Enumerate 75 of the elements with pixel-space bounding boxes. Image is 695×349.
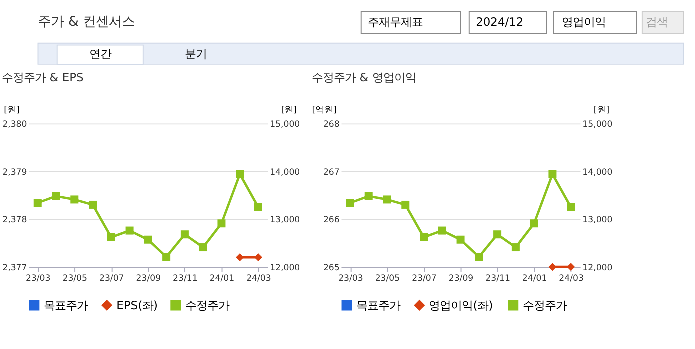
x-tick-label: 23/09 — [448, 274, 474, 284]
point — [126, 226, 134, 235]
y2-axis-title: [원] — [594, 106, 610, 116]
point — [438, 226, 446, 235]
x-tick-label: 23/05 — [62, 274, 88, 284]
legend-label: 수정주가 — [185, 298, 230, 312]
x-tick-label: 24/03 — [246, 274, 272, 284]
text: 분기 — [184, 46, 207, 61]
legend-label: 목표주가 — [356, 298, 401, 312]
point — [107, 233, 116, 242]
point — [236, 170, 244, 178]
point — [364, 192, 373, 200]
point — [402, 200, 410, 209]
x-tick-label: 23/03 — [26, 274, 51, 284]
y-tick-label: 2,377 — [2, 263, 28, 274]
point — [530, 220, 538, 228]
point — [199, 244, 208, 252]
x-tick-label: 24/01 — [522, 274, 548, 284]
point — [346, 199, 354, 208]
y-tick-label: 2,378 — [2, 216, 28, 226]
legend-label: EPS(좌) — [116, 298, 158, 312]
y2-tick-label: 14,000 — [582, 168, 613, 178]
point — [162, 253, 171, 262]
y2-axis-title: [원] — [281, 106, 298, 116]
y-tick-label: 265 — [323, 263, 340, 274]
point — [180, 230, 189, 239]
text: 2024/12 — [476, 15, 524, 30]
chart-title: 수정주가 & 영업이익 — [312, 70, 416, 85]
y2-tick-label: 12,000 — [270, 263, 300, 274]
x-tick-label: 23/07 — [99, 274, 124, 284]
point — [475, 253, 484, 262]
point — [420, 233, 428, 242]
y-tick-label: 267 — [323, 168, 340, 178]
y2-tick-label: 13,000 — [270, 216, 300, 226]
y-tick-label: 266 — [323, 216, 340, 226]
x-tick-label: 23/03 — [338, 274, 364, 284]
y2-tick-label: 14,000 — [270, 168, 300, 178]
x-tick-label: 23/05 — [375, 274, 400, 284]
point — [567, 203, 576, 212]
legend-label: 수정주가 — [522, 298, 567, 312]
text: 연간 — [89, 46, 112, 61]
x-tick-label: 24/01 — [210, 274, 235, 284]
legend-label: 목표주가 — [44, 298, 88, 312]
x-tick-label: 23/11 — [173, 274, 198, 284]
x-tick-label: 23/09 — [136, 274, 162, 284]
y2-tick-label: 12,000 — [582, 263, 613, 274]
y-axis-title: [원] — [4, 106, 20, 116]
point — [548, 170, 557, 178]
point — [456, 236, 465, 244]
text: 영업이익 — [562, 15, 606, 30]
y2-tick-label: 13,000 — [582, 216, 613, 226]
x-tick-label: 23/11 — [486, 274, 510, 284]
y-tick-label: 268 — [323, 120, 340, 130]
y-tick-label: 2,379 — [2, 168, 28, 178]
point — [34, 199, 42, 208]
chart-title: 수정주가 & EPS — [2, 70, 84, 85]
point — [254, 203, 262, 212]
text: 주가 & 컨센서스 — [38, 15, 136, 30]
y-axis-title: [억원] — [312, 106, 337, 116]
point — [218, 220, 226, 228]
point — [144, 236, 152, 244]
x-tick-label: 23/07 — [412, 274, 437, 284]
point — [70, 196, 79, 204]
y-tick-label: 2,380 — [2, 120, 28, 130]
x-tick-label: 24/03 — [559, 274, 584, 284]
point — [52, 192, 60, 200]
y2-tick-label: 15,000 — [582, 120, 613, 130]
text: 주재무제표 — [368, 15, 424, 30]
y2-tick-label: 15,000 — [270, 120, 300, 130]
point — [89, 200, 98, 209]
point — [512, 244, 520, 252]
text: 검색 — [646, 15, 668, 30]
point — [494, 230, 502, 239]
legend-label: 영업이익(좌) — [429, 298, 494, 312]
point — [383, 196, 392, 204]
